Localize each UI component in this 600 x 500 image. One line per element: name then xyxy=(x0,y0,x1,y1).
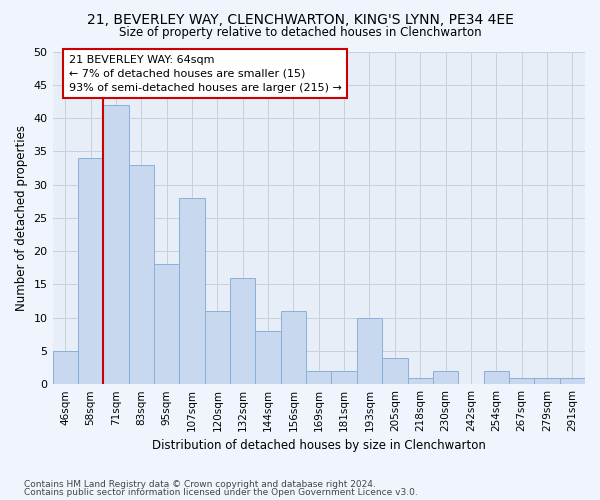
Bar xyxy=(357,318,382,384)
Bar xyxy=(154,264,179,384)
Bar xyxy=(78,158,103,384)
Text: Contains public sector information licensed under the Open Government Licence v3: Contains public sector information licen… xyxy=(24,488,418,497)
Bar xyxy=(256,331,281,384)
Text: 21 BEVERLEY WAY: 64sqm
← 7% of detached houses are smaller (15)
93% of semi-deta: 21 BEVERLEY WAY: 64sqm ← 7% of detached … xyxy=(69,55,342,93)
X-axis label: Distribution of detached houses by size in Clenchwarton: Distribution of detached houses by size … xyxy=(152,440,486,452)
Bar xyxy=(103,104,128,384)
Bar xyxy=(509,378,534,384)
Text: Size of property relative to detached houses in Clenchwarton: Size of property relative to detached ho… xyxy=(119,26,481,39)
Bar xyxy=(306,371,331,384)
Bar xyxy=(534,378,560,384)
Bar xyxy=(205,311,230,384)
Bar xyxy=(53,351,78,384)
Bar xyxy=(433,371,458,384)
Bar xyxy=(382,358,407,384)
Bar xyxy=(407,378,433,384)
Y-axis label: Number of detached properties: Number of detached properties xyxy=(15,125,28,311)
Bar xyxy=(484,371,509,384)
Bar xyxy=(128,164,154,384)
Bar xyxy=(179,198,205,384)
Text: 21, BEVERLEY WAY, CLENCHWARTON, KING'S LYNN, PE34 4EE: 21, BEVERLEY WAY, CLENCHWARTON, KING'S L… xyxy=(86,12,514,26)
Bar xyxy=(281,311,306,384)
Bar xyxy=(560,378,585,384)
Bar xyxy=(230,278,256,384)
Text: Contains HM Land Registry data © Crown copyright and database right 2024.: Contains HM Land Registry data © Crown c… xyxy=(24,480,376,489)
Bar xyxy=(331,371,357,384)
